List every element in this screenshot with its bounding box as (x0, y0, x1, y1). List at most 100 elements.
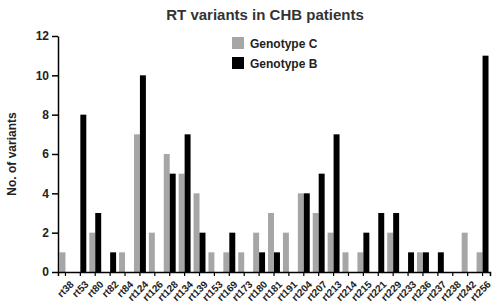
bar (283, 233, 289, 272)
legend-swatch (232, 57, 244, 69)
bar (319, 174, 325, 272)
tick-mark (244, 272, 245, 276)
tick: 4 (42, 187, 58, 201)
tick-mark (169, 272, 170, 276)
bar (462, 233, 468, 272)
tick-label: rt256 (468, 278, 493, 303)
tick-mark (422, 272, 423, 276)
tick-label: 6 (42, 147, 49, 161)
legend-label: Genotype C (250, 37, 318, 51)
bar (378, 213, 384, 272)
bar (208, 252, 214, 272)
bar (393, 213, 399, 272)
bar (185, 134, 191, 272)
bar (298, 193, 304, 272)
y-axis-label: No. of variants (5, 112, 19, 196)
tick-mark (80, 272, 81, 276)
bar (223, 252, 229, 272)
bar (483, 56, 489, 272)
bar (423, 252, 429, 272)
bar (334, 134, 340, 272)
legend-swatch (232, 37, 244, 49)
tick-mark (184, 272, 185, 276)
bar (438, 252, 444, 272)
tick-mark (363, 272, 364, 276)
bar (357, 252, 363, 272)
tick-mark (467, 272, 468, 276)
tick-mark (65, 272, 66, 276)
tick-label: 2 (42, 226, 49, 240)
axis-line (59, 273, 491, 277)
tick: 0 (42, 265, 58, 279)
bar (229, 233, 235, 272)
tick-mark (259, 272, 260, 276)
bar (59, 252, 65, 272)
tick-mark (124, 272, 125, 276)
bar (268, 213, 274, 272)
bar (170, 174, 176, 272)
tick-mark (52, 272, 58, 274)
bar (149, 233, 155, 272)
bar (95, 213, 101, 272)
tick-mark (199, 272, 200, 276)
bar (304, 193, 310, 272)
bar (238, 252, 244, 272)
y-axis: 0 2 4 6 8 10 12 (36, 29, 59, 279)
bar (119, 252, 125, 272)
legend-item: Genotype B (232, 57, 318, 71)
tick-mark (452, 272, 453, 276)
bar (179, 174, 185, 272)
bar (408, 252, 414, 272)
bar (328, 233, 334, 272)
bar (259, 252, 265, 272)
bar (110, 252, 116, 272)
tick-mark (214, 272, 215, 276)
tick-label: 12 (36, 29, 50, 43)
series (80, 56, 488, 272)
tick: 2 (42, 226, 58, 240)
bar (80, 115, 86, 272)
bar (253, 233, 259, 272)
tick-mark (52, 232, 58, 234)
bar (343, 252, 349, 272)
tick-mark (303, 272, 304, 276)
tick-label: 0 (42, 265, 49, 279)
tick-mark (393, 272, 394, 276)
tick-mark (229, 272, 230, 276)
tick-mark (139, 272, 140, 276)
tick-mark (378, 272, 379, 276)
bar (134, 134, 140, 272)
series (59, 134, 482, 272)
tick-mark (52, 114, 58, 116)
tick-mark (482, 272, 483, 276)
tick-mark (273, 272, 274, 276)
tick-mark (407, 272, 408, 276)
bars (59, 56, 488, 272)
bar (477, 252, 483, 272)
tick-mark (348, 272, 349, 276)
bar (194, 193, 200, 272)
tick: 6 (42, 147, 58, 161)
x-axis: rt38rt53rt80rt82rt84rt124rt126rt128rt134… (55, 272, 493, 303)
bar (89, 233, 95, 272)
tick-label: 4 (42, 187, 49, 201)
tick-mark (318, 272, 319, 276)
title: RT variants in CHB patients (166, 6, 364, 23)
tick: 10 (36, 69, 58, 83)
legend-label: Genotype B (250, 57, 318, 71)
tick-label: 10 (36, 69, 50, 83)
tick-mark (52, 36, 58, 38)
plot-area: 0 2 4 6 8 10 12 rt38rt53rt80rt82rt84rt124rt126r… (36, 29, 494, 303)
bar (274, 252, 280, 272)
bar (200, 233, 206, 272)
bar (164, 154, 170, 272)
legend: Genotype C Genotype B (232, 37, 318, 71)
tick-mark (288, 272, 289, 276)
tick: rt256 (468, 272, 493, 303)
tick: 8 (42, 108, 58, 122)
bar (363, 233, 369, 272)
tick-mark (437, 272, 438, 276)
bar (140, 75, 146, 272)
chart: 0 2 4 6 8 10 12 rt38rt53rt80rt82rt84rt124rt126r… (0, 0, 500, 308)
tick-mark (154, 272, 155, 276)
